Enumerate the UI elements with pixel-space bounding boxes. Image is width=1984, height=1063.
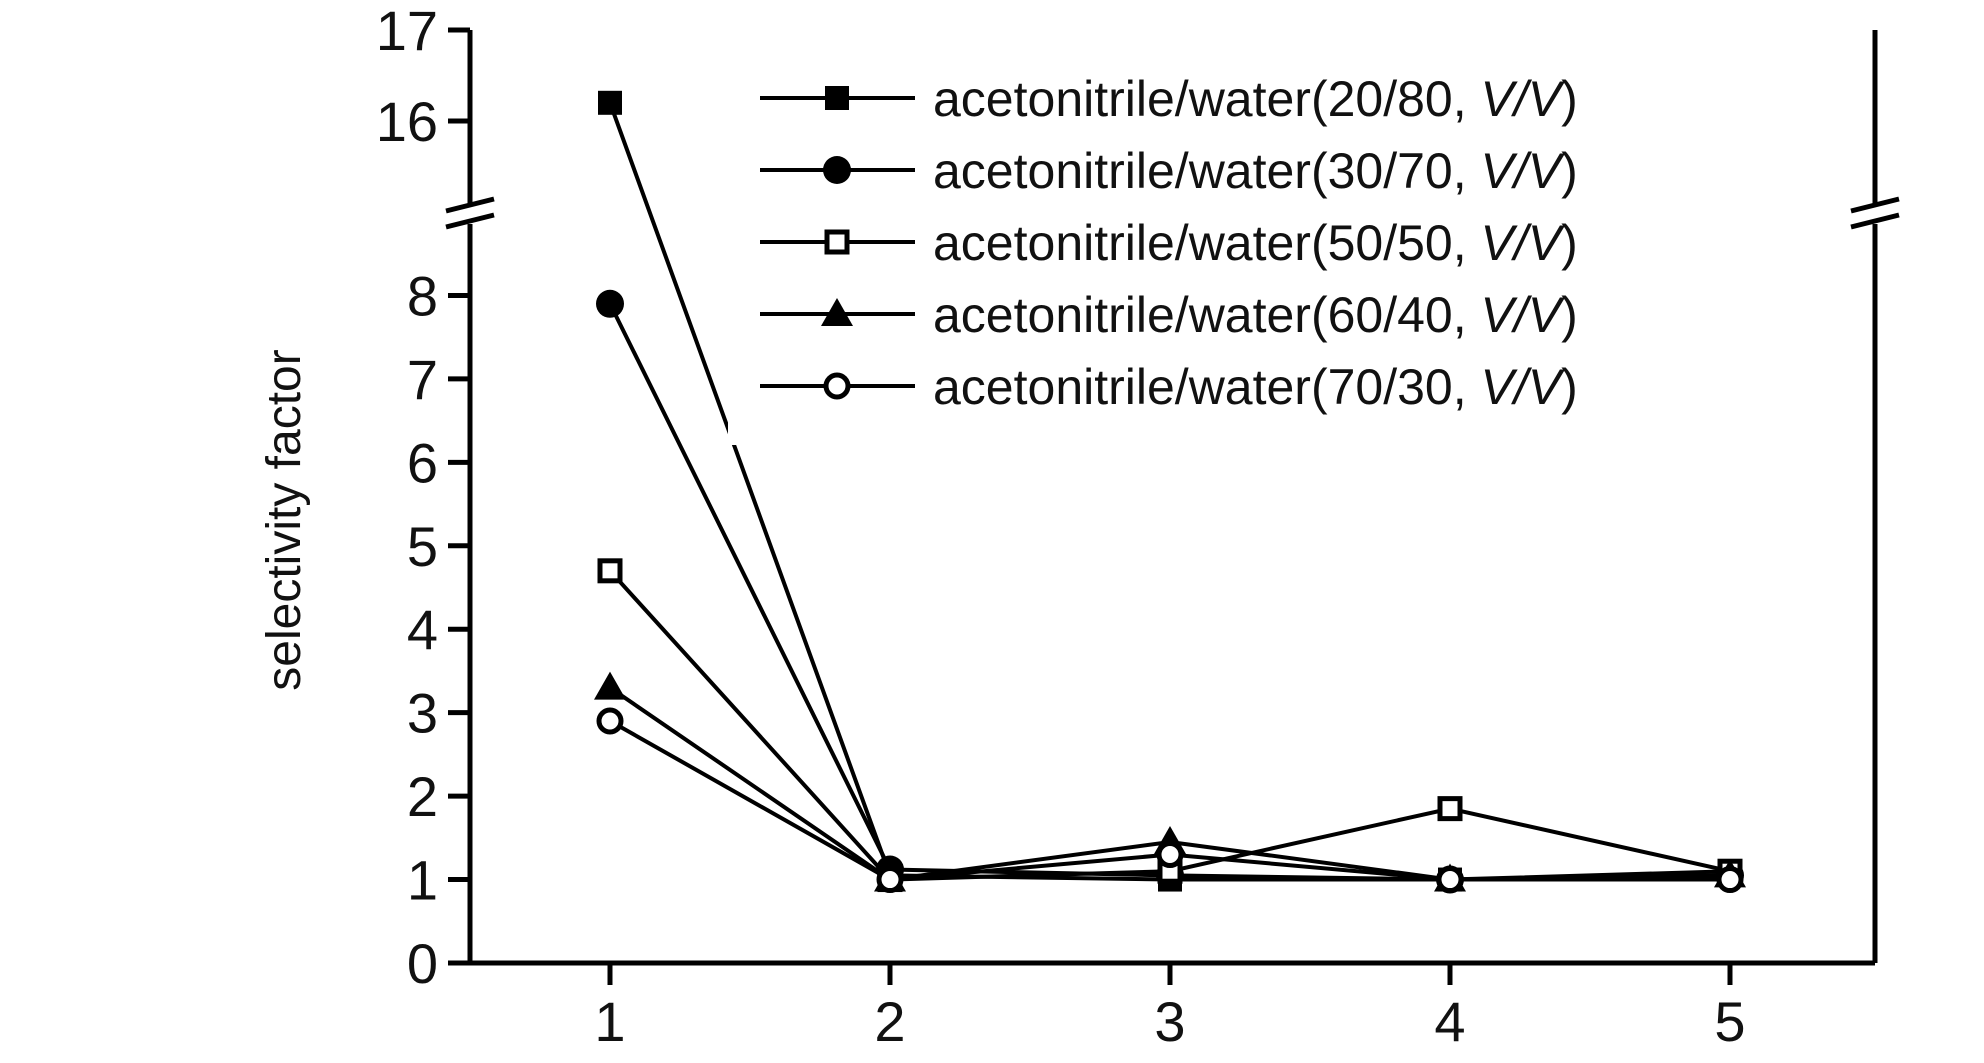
y-tick-label: 4: [407, 598, 438, 661]
marker-open-square: [1437, 796, 1463, 822]
y-axis-label: selectivity factor: [258, 349, 311, 690]
axis-break-mark-left: [445, 196, 495, 214]
marker-open-circle: [823, 372, 851, 400]
y-tick-label: 6: [407, 431, 438, 494]
marker-open-square: [597, 558, 623, 584]
y-axis-ticks: 0 1 2 3 4 5 6 7 8 16 17: [376, 0, 470, 995]
legend-item: acetonitrile/water(60/40, V/V): [760, 287, 1578, 343]
legend-label: acetonitrile/water(50/50, V/V): [933, 215, 1578, 271]
legend-label: acetonitrile/water(20/80, V/V): [933, 71, 1578, 127]
marker-open-circle: [1716, 866, 1744, 894]
x-tick-label: 3: [1154, 990, 1185, 1053]
y-tick-label: 0: [407, 932, 438, 995]
legend-label: acetonitrile/water(60/40, V/V): [933, 287, 1578, 343]
legend-item: acetonitrile/water(70/30, V/V): [760, 359, 1578, 415]
x-tick-label: 4: [1434, 990, 1465, 1053]
legend-box: [728, 55, 1838, 445]
marker-filled-circle: [596, 289, 624, 318]
legend: acetonitrile/water(20/80, V/V) acetonitri…: [728, 55, 1838, 445]
marker-open-square: [824, 229, 850, 255]
marker-filled-square: [825, 86, 849, 110]
marker-open-circle: [1436, 866, 1464, 894]
legend-label: acetonitrile/water(30/70, V/V): [933, 143, 1578, 199]
marker-filled-triangle: [594, 671, 626, 700]
y-tick-label: 16: [376, 90, 438, 153]
y-tick-label: 17: [376, 0, 438, 62]
marker-open-circle: [596, 707, 624, 735]
axis-break-mark-right: [1850, 196, 1900, 214]
axis-break-mark-left: [445, 212, 495, 230]
series-5: [596, 707, 1744, 894]
marker-open-circle: [876, 866, 904, 894]
y-tick-label: 5: [407, 515, 438, 578]
x-tick-label: 1: [594, 990, 625, 1053]
marker-open-circle: [1156, 841, 1184, 869]
y-tick-label: 8: [407, 264, 438, 327]
y-tick-label: 7: [407, 348, 438, 411]
legend-label: acetonitrile/water(70/30, V/V): [933, 359, 1578, 415]
legend-item: acetonitrile/water(20/80, V/V): [760, 71, 1578, 127]
marker-filled-triangle: [821, 298, 853, 326]
legend-item: acetonitrile/water(50/50, V/V): [760, 215, 1578, 271]
y-tick-label: 2: [407, 765, 438, 828]
legend-item: acetonitrile/water(30/70, V/V): [760, 143, 1578, 199]
x-axis-ticks: 1 2 3 4 5: [594, 963, 1746, 1053]
y-tick-label: 1: [407, 849, 438, 912]
x-tick-label: 5: [1714, 990, 1745, 1053]
series-layer: [594, 90, 1746, 894]
y-tick-label: 3: [407, 682, 438, 745]
marker-filled-circle: [823, 156, 851, 184]
axis-break-mark-right: [1850, 212, 1900, 230]
marker-filled-square: [598, 90, 622, 115]
x-tick-label: 2: [874, 990, 905, 1053]
